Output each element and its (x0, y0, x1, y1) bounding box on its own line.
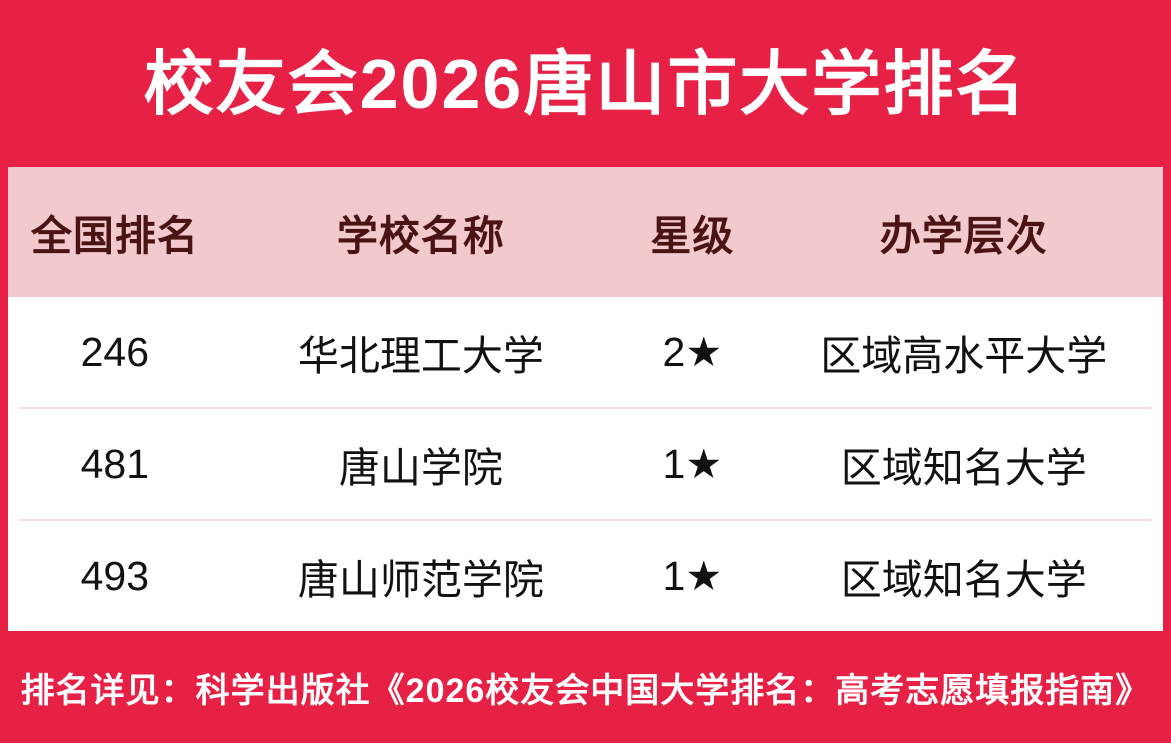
table-row: 481 唐山学院 1★ 区域知名大学 (8, 409, 1163, 519)
star-rating-cell: 1★ (662, 441, 723, 487)
row-separator (20, 519, 1151, 521)
star-rating-cell: 1★ (662, 553, 723, 599)
education-level-cell: 区域高水平大学 (820, 333, 1108, 379)
footer-note: 排名详见：科学出版社《2026校友会中国大学排名：高考志愿填报指南》 (20, 671, 1151, 710)
banner: 校友会2026唐山市大学排名 (0, 0, 1171, 167)
rank-cell: 493 (80, 552, 150, 599)
table-row: 246 华北理工大学 2★ 区域高水平大学 (8, 297, 1163, 407)
rank-cell: 246 (80, 328, 150, 375)
row-separator (20, 407, 1151, 409)
page-title: 校友会2026唐山市大学排名 (143, 44, 1028, 123)
column-header-national-rank: 全国排名 (30, 213, 199, 259)
education-level-cell: 区域知名大学 (840, 445, 1087, 491)
star-rating-cell: 2★ (662, 329, 723, 375)
table-header-row: 全国排名 学校名称 星级 办学层次 (8, 167, 1163, 297)
column-header-education-level: 办学层次 (879, 213, 1048, 259)
column-header-school-name: 学校名称 (336, 213, 505, 259)
ranking-table-section: 全国排名 学校名称 星级 办学层次 246 华北理工大学 2★ 区域高水平大学 … (0, 167, 1171, 631)
rank-cell: 481 (80, 440, 150, 487)
school-name-cell: 唐山师范学院 (297, 557, 544, 603)
education-level-cell: 区域知名大学 (840, 557, 1087, 603)
table-row: 493 唐山师范学院 1★ 区域知名大学 (8, 521, 1163, 631)
school-name-cell: 唐山学院 (338, 445, 503, 491)
column-header-star-rating: 星级 (650, 213, 735, 259)
ranking-table: 全国排名 学校名称 星级 办学层次 246 华北理工大学 2★ 区域高水平大学 … (8, 167, 1163, 631)
footer: 排名详见：科学出版社《2026校友会中国大学排名：高考志愿填报指南》 (0, 631, 1171, 743)
school-name-cell: 华北理工大学 (297, 333, 544, 379)
